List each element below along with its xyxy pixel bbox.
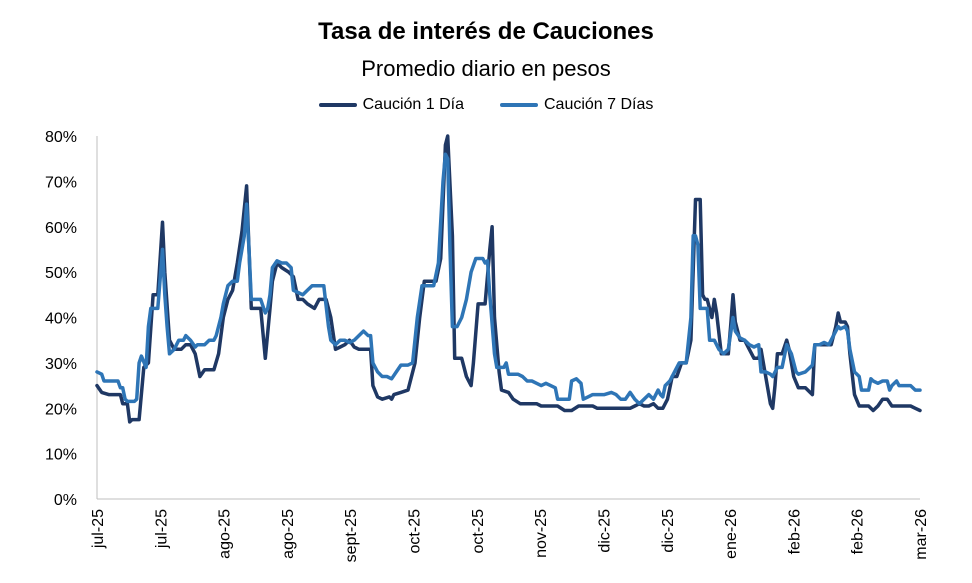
y-tick-label: 20%: [45, 401, 77, 418]
legend-swatch-caucion-1-dia: [318, 103, 357, 107]
legend-swatch-caucion-7-dias: [500, 103, 538, 107]
series-line-caucion-1-dia: [95, 134, 922, 424]
chart-title: Tasa de interés de Cauciones: [318, 18, 654, 45]
series-line-caucion-7-dias: [95, 152, 922, 406]
x-tick-label: oct-25: [470, 509, 487, 554]
y-tick-label: 30%: [45, 356, 77, 373]
x-tick-label: feb-26: [850, 509, 867, 554]
x-tick-label: mar-26: [913, 509, 930, 560]
x-tick-label: ene-26: [723, 509, 740, 559]
legend-item-caucion-1-dia[interactable]: Caución 1 Día: [318, 96, 464, 114]
legend-label-caucion-1-dia: Caución 1 Día: [362, 96, 464, 113]
legend-label-caucion-7-dias: Caución 7 Días: [544, 96, 654, 113]
y-tick-label: 10%: [45, 447, 77, 464]
x-tick-label: dic-25: [596, 509, 613, 553]
x-tick-label: jul-25: [90, 509, 107, 549]
x-tick-label: ago-25: [280, 509, 297, 559]
x-tick-label: jul-25: [153, 509, 170, 549]
x-tick-label: feb-26: [786, 509, 803, 554]
x-tick-label: oct-25: [407, 509, 424, 554]
y-tick-label: 0%: [54, 492, 77, 509]
y-tick-label: 40%: [45, 311, 77, 328]
y-tick-label: 50%: [45, 265, 77, 282]
legend: Caución 1 Día Caución 7 Días: [0, 96, 972, 114]
y-tick-label: 60%: [45, 220, 77, 237]
x-tick-label: ago-25: [217, 509, 234, 559]
x-tick-label: dic-25: [660, 509, 677, 553]
x-tick-label: nov-25: [533, 509, 550, 558]
chart-subtitle: Promedio diario en pesos: [361, 56, 611, 81]
x-tick-label: sept-25: [343, 509, 360, 562]
y-tick-label: 70%: [45, 174, 77, 191]
y-tick-label: 80%: [45, 129, 77, 146]
legend-item-caucion-7-dias[interactable]: Caución 7 Días: [500, 96, 653, 114]
